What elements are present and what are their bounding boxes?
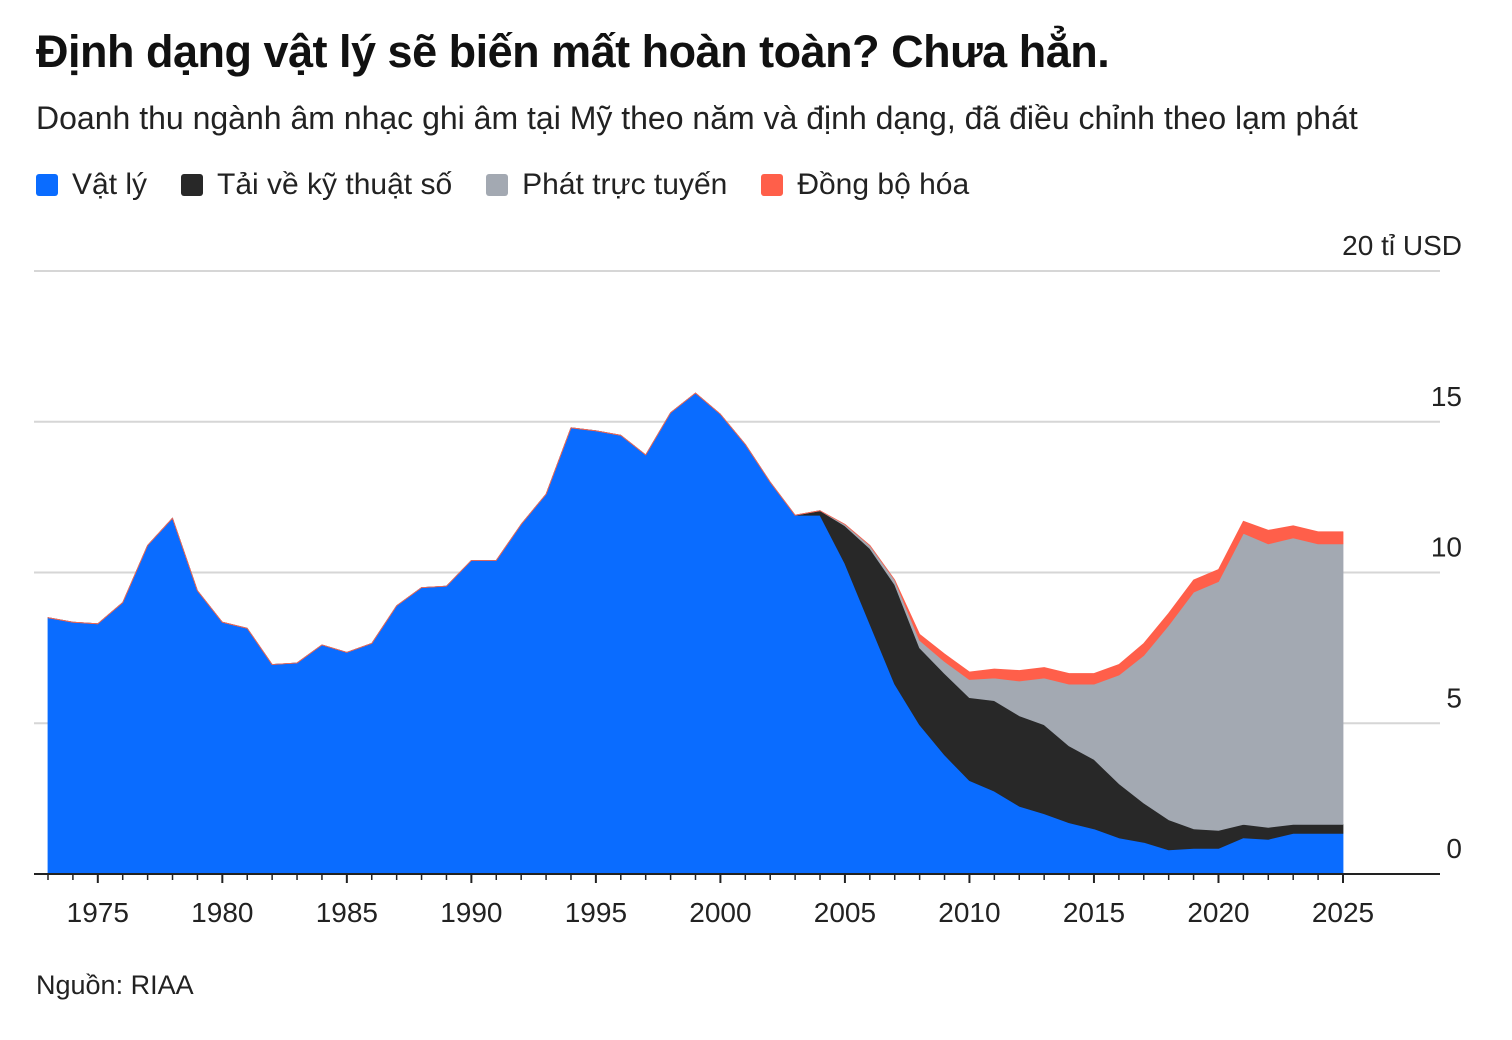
x-tick-label-1975: 1975: [67, 897, 129, 928]
y-tick-label-15: 15: [1431, 381, 1462, 412]
chart-subtitle: Doanh thu ngành âm nhạc ghi âm tại Mỹ th…: [36, 100, 1358, 136]
x-tick-label-2015: 2015: [1063, 897, 1125, 928]
chart-title: Định dạng vật lý sẽ biến mất hoàn toàn? …: [36, 26, 1110, 77]
source-note: Nguồn: RIAA: [36, 970, 194, 1000]
x-tick-label-2000: 2000: [689, 897, 751, 928]
legend-label-streaming: Phát trực tuyến: [522, 168, 728, 201]
legend-item-downloads: Tải về kỹ thuật số: [181, 168, 452, 202]
x-tick-label-1990: 1990: [440, 897, 502, 928]
legend-label-sync: Đồng bộ hóa: [797, 168, 970, 201]
legend-swatch-physical: [36, 174, 58, 196]
y-tick-label-0: 0: [1446, 833, 1462, 864]
series-area-sync: [47, 392, 1344, 685]
legend-swatch-downloads: [181, 174, 204, 196]
x-tick-label-2005: 2005: [814, 897, 876, 928]
y-tick-label-10: 10: [1431, 532, 1462, 563]
legend-item-physical: Vật lý: [36, 168, 147, 202]
chart-legend: Vật lý Tải về kỹ thuật số Phát trực tuyế…: [36, 168, 1003, 202]
y-tick-label-5: 5: [1446, 682, 1462, 713]
y-tick-label-20: 20 tỉ USD: [1342, 230, 1462, 261]
x-tick-label-1995: 1995: [565, 897, 627, 928]
legend-swatch-streaming: [486, 174, 509, 196]
legend-label-physical: Vật lý: [72, 168, 148, 201]
legend-swatch-sync: [761, 174, 784, 196]
x-tick-label-1980: 1980: [191, 897, 253, 928]
x-tick-label-2025: 2025: [1312, 897, 1374, 928]
x-tick-label-2020: 2020: [1187, 897, 1249, 928]
legend-item-sync: Đồng bộ hóa: [761, 168, 969, 202]
legend-label-downloads: Tải về kỹ thuật số: [217, 168, 453, 201]
x-tick-label-1985: 1985: [316, 897, 378, 928]
x-tick-label-2010: 2010: [938, 897, 1000, 928]
legend-item-streaming: Phát trực tuyến: [486, 168, 727, 202]
